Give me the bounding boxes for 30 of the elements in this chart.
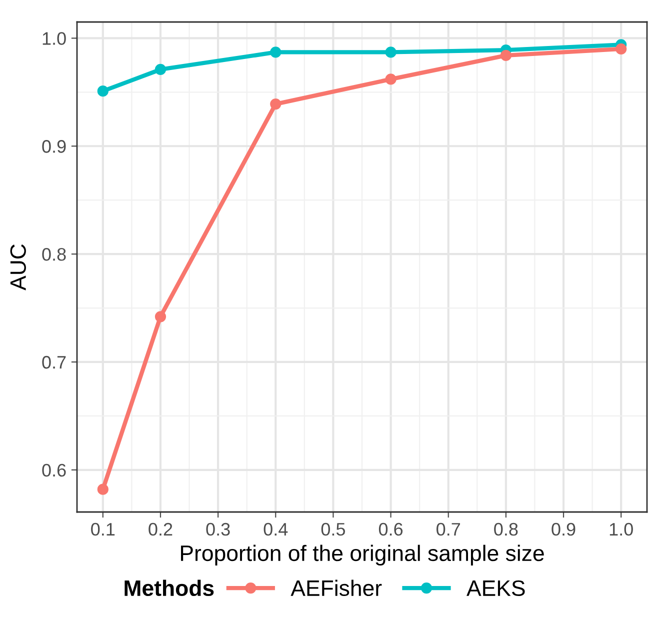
x-axis-title: Proportion of the original sample size [181,544,544,566]
x-tick-label: 1.0 [610,522,633,536]
y-axis-title: AUC [10,244,26,290]
point [500,50,512,62]
x-tick-label: 0.1 [91,522,115,536]
legend-label: AEKS [466,580,525,596]
point [154,64,166,76]
y-tick-label: 0.7 [42,356,66,369]
y-tick-label: 1.0 [42,32,66,45]
y-tick-label: 0.8 [42,248,66,261]
point [385,46,396,58]
point [97,86,108,97]
x-tick-label: 0.6 [378,522,403,536]
y-tick-label: 0.9 [42,140,66,153]
y-tick-label: 0.6 [42,464,66,477]
point [270,46,282,58]
x-tick-label: 0.7 [436,522,460,536]
x-tick-label: 0.2 [148,522,172,536]
x-tick-label: 0.4 [264,522,288,536]
x-tick-label: 0.8 [494,522,518,536]
point [97,484,108,495]
point [154,311,166,322]
point [270,98,282,110]
x-tick-label: 0.3 [206,522,230,536]
x-tick-label: 0.5 [321,522,346,536]
point [616,43,627,55]
point [385,74,396,85]
legend-title: Methods [124,580,214,596]
x-tick-label: 0.9 [552,522,576,536]
legend-label: AEFisher [290,580,382,596]
